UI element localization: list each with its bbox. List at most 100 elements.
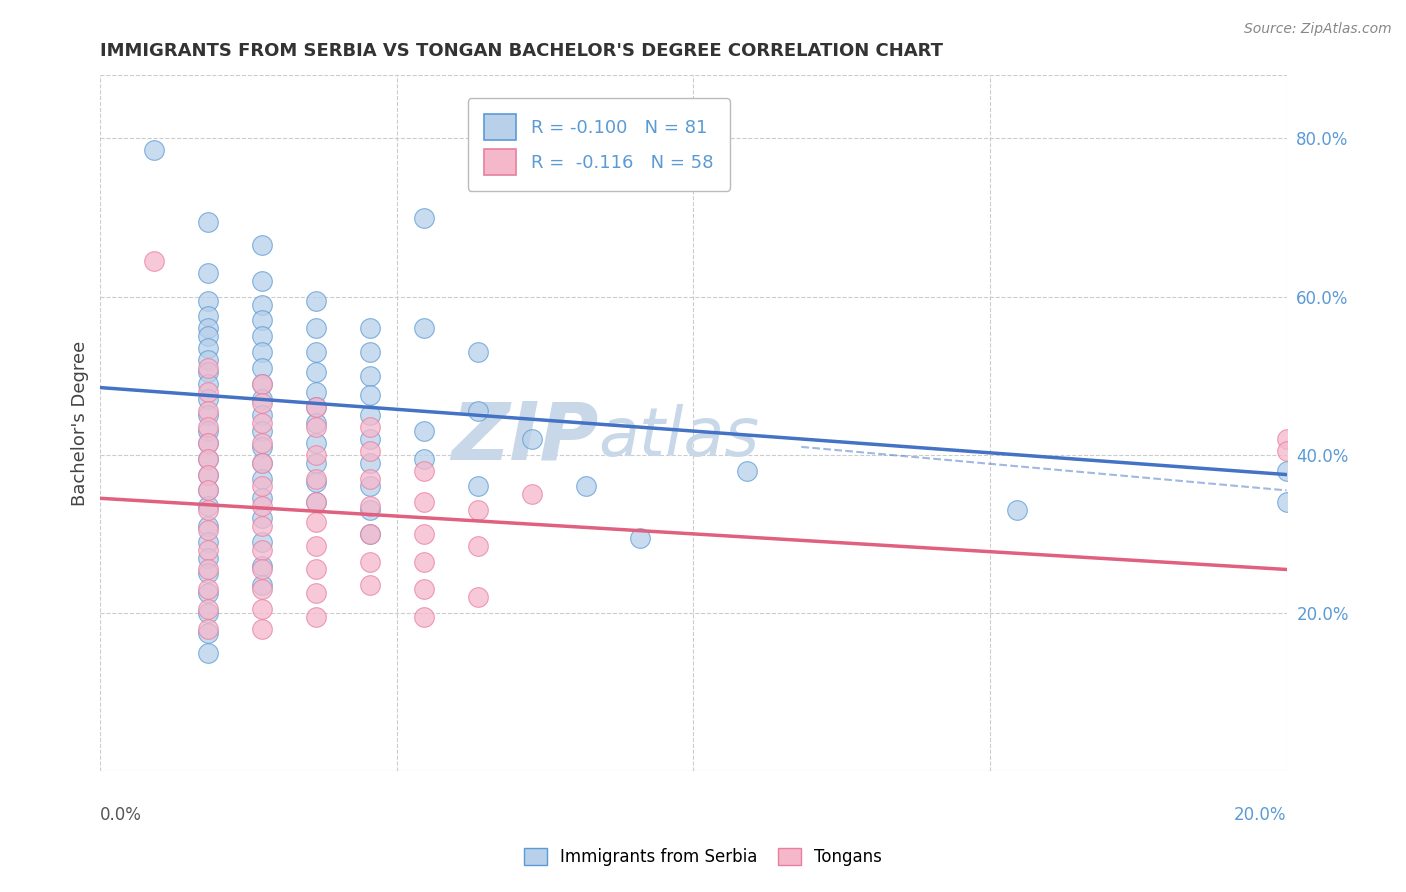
Point: [467, 345, 489, 359]
Point: [305, 610, 328, 624]
Point: [250, 471, 273, 485]
Point: [197, 266, 219, 280]
Point: [250, 479, 273, 493]
Point: [305, 515, 328, 529]
Point: [197, 483, 219, 498]
Point: [359, 443, 381, 458]
Point: [305, 401, 328, 415]
Point: [197, 451, 219, 466]
Point: [305, 456, 328, 470]
Point: [467, 479, 489, 493]
Point: [250, 329, 273, 343]
Point: [197, 602, 219, 616]
Point: [1275, 464, 1298, 478]
Point: [575, 479, 598, 493]
Point: [305, 448, 328, 462]
Point: [412, 582, 434, 597]
Point: [250, 345, 273, 359]
Point: [197, 562, 219, 576]
Point: [250, 396, 273, 410]
Point: [250, 562, 273, 576]
Point: [197, 352, 219, 367]
Point: [1005, 503, 1028, 517]
Point: [467, 404, 489, 418]
Point: [197, 392, 219, 407]
Point: [197, 622, 219, 636]
Point: [250, 416, 273, 430]
Point: [197, 646, 219, 660]
Point: [197, 606, 219, 620]
Point: [359, 420, 381, 434]
Point: [628, 531, 651, 545]
Point: [467, 539, 489, 553]
Point: [412, 211, 434, 225]
Point: [250, 360, 273, 375]
Point: [197, 341, 219, 355]
Point: [359, 479, 381, 493]
Point: [467, 590, 489, 604]
Legend: Immigrants from Serbia, Tongans: Immigrants from Serbia, Tongans: [516, 840, 890, 875]
Point: [359, 499, 381, 513]
Point: [305, 562, 328, 576]
Point: [197, 503, 219, 517]
Point: [412, 495, 434, 509]
Point: [143, 144, 166, 158]
Point: [197, 365, 219, 379]
Point: [305, 293, 328, 308]
Point: [305, 586, 328, 600]
Point: [250, 456, 273, 470]
Point: [143, 254, 166, 268]
Text: Source: ZipAtlas.com: Source: ZipAtlas.com: [1244, 22, 1392, 37]
Point: [197, 384, 219, 399]
Point: [250, 499, 273, 513]
Point: [359, 527, 381, 541]
Point: [412, 451, 434, 466]
Point: [305, 345, 328, 359]
Point: [197, 582, 219, 597]
Point: [520, 487, 543, 501]
Point: [359, 368, 381, 383]
Point: [305, 495, 328, 509]
Point: [250, 313, 273, 327]
Point: [197, 467, 219, 482]
Y-axis label: Bachelor's Degree: Bachelor's Degree: [72, 341, 89, 506]
Point: [305, 495, 328, 509]
Point: [197, 360, 219, 375]
Point: [359, 555, 381, 569]
Point: [197, 214, 219, 228]
Point: [197, 329, 219, 343]
Point: [359, 503, 381, 517]
Point: [197, 483, 219, 498]
Point: [250, 409, 273, 423]
Point: [250, 440, 273, 454]
Point: [250, 376, 273, 391]
Point: [305, 436, 328, 450]
Point: [305, 539, 328, 553]
Text: ZIP: ZIP: [451, 398, 599, 476]
Point: [197, 436, 219, 450]
Legend: R = -0.100   N = 81, R =  -0.116   N = 58: R = -0.100 N = 81, R = -0.116 N = 58: [468, 98, 730, 191]
Point: [359, 456, 381, 470]
Point: [305, 401, 328, 415]
Point: [250, 491, 273, 506]
Point: [412, 610, 434, 624]
Point: [250, 578, 273, 592]
Point: [305, 384, 328, 399]
Point: [305, 416, 328, 430]
Point: [1275, 495, 1298, 509]
Point: [359, 345, 381, 359]
Point: [412, 321, 434, 335]
Point: [250, 542, 273, 557]
Point: [412, 464, 434, 478]
Point: [250, 622, 273, 636]
Point: [305, 420, 328, 434]
Text: 20.0%: 20.0%: [1234, 806, 1286, 824]
Point: [737, 464, 759, 478]
Point: [197, 420, 219, 434]
Text: atlas: atlas: [599, 404, 759, 470]
Point: [359, 321, 381, 335]
Point: [250, 519, 273, 533]
Point: [250, 602, 273, 616]
Point: [197, 321, 219, 335]
Point: [197, 376, 219, 391]
